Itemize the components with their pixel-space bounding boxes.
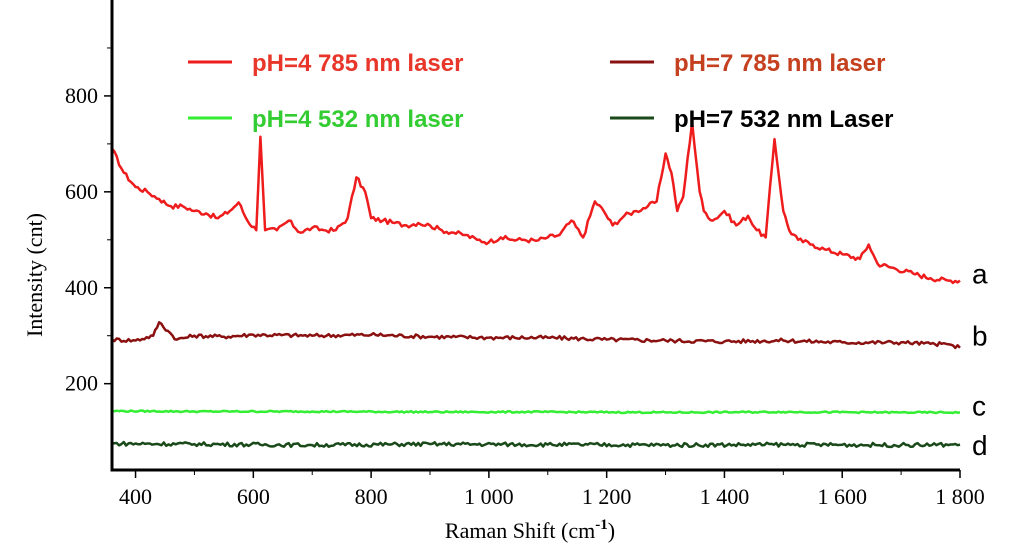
x-tick-label: 1 400 <box>700 484 750 509</box>
curve-letter-label: a <box>972 258 988 289</box>
series-line <box>111 440 961 449</box>
plot-area <box>111 121 961 449</box>
legend: pH=4 785 nm laser pH=7 785 nm laser pH=4 5… <box>188 50 893 133</box>
x-tick-label: 1 600 <box>817 484 867 509</box>
y-tick-label: 800 <box>65 83 98 108</box>
legend-entry: pH=7 532 nm Laser <box>674 106 893 133</box>
x-tick-label: 600 <box>237 484 270 509</box>
y-axis-title: Intensity (cnt) <box>22 213 47 337</box>
y-tick-label: 600 <box>65 179 98 204</box>
x-tick-label: 1 800 <box>935 484 985 509</box>
x-tick-label: 800 <box>355 484 388 509</box>
x-axis-title: Raman Shift (cm-1) <box>445 517 615 543</box>
series-line <box>111 121 961 285</box>
series-line <box>111 321 961 350</box>
legend-entry: pH=4 532 nm laser <box>252 106 463 133</box>
legend-entry: pH=4 785 nm laser <box>252 50 463 77</box>
curve-labels: a b cd <box>972 258 988 461</box>
legend-entry: pH=7 785 nm laser <box>674 50 885 77</box>
axis-ticks: 400 600 800 1 000 1 200 1 400 1 600 1 800 200 400… <box>65 47 985 509</box>
series-line <box>111 409 961 415</box>
y-tick-label: 200 <box>65 371 98 396</box>
x-tick-label: 400 <box>119 484 152 509</box>
curve-letter-label: c <box>972 390 986 421</box>
y-tick-label: 400 <box>65 275 98 300</box>
x-tick-label: 1 000 <box>464 484 514 509</box>
curve-letter-label: b <box>972 321 988 352</box>
axes <box>110 0 960 472</box>
curve-letter-label: d <box>972 430 988 461</box>
x-tick-label: 1 200 <box>582 484 632 509</box>
